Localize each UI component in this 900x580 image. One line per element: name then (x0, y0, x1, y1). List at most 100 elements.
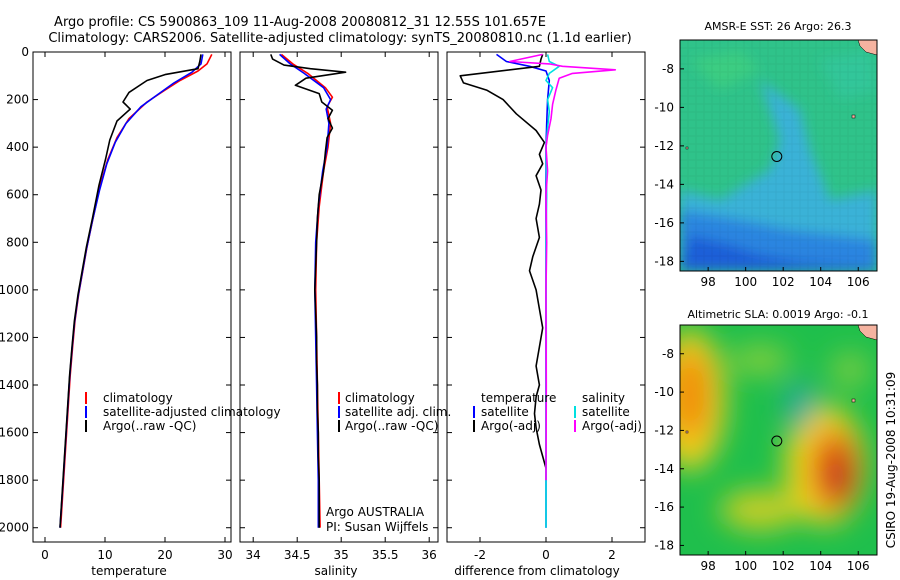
y-tick-label: 800 (6, 235, 29, 249)
map-y-tick-label: -16 (654, 500, 674, 514)
legend-label-sal-argo: Argo(-adj) (582, 419, 642, 433)
difference-xlabel: difference from climatology (454, 564, 620, 578)
sst-map-axes: 98 100 102 104 106 -8 -10 -12 -14 -16 -18 (654, 62, 869, 289)
legend-label-climatology: climatology (103, 391, 173, 405)
x-tick-label: -2 (474, 548, 486, 562)
map-y-tick-label: -18 (654, 254, 674, 268)
sla-map-frame (679, 324, 878, 556)
series-line (545, 54, 560, 528)
legend-label-temp-satellite: satellite (481, 405, 529, 419)
legend-label-sal-satellite: satellite (582, 405, 630, 419)
argo-note-line1: Argo AUSTRALIA (326, 505, 425, 519)
argo-note-line2: PI: Susan Wijffels (326, 520, 428, 534)
y-tick-label: 1000 (0, 283, 29, 297)
x-tick-label: 2 (608, 548, 616, 562)
sst-land-patch (857, 40, 877, 56)
y-tick-label: 200 (6, 93, 29, 107)
map-y-tick-label: -10 (654, 385, 674, 399)
sla-map-title: Altimetric SLA: 0.0019 Argo: -0.1 (688, 308, 869, 321)
sst-map-frame (679, 39, 878, 272)
temperature-xlabel: temperature (91, 564, 166, 578)
map-y-tick-label: -10 (654, 100, 674, 114)
sla-profile-location-marker (771, 435, 783, 447)
map-y-tick-label: -18 (654, 538, 674, 552)
map-y-tick-label: -12 (654, 139, 674, 153)
series-line (270, 54, 347, 528)
temperature-axes: 0 10 20 30 0 200 400 600 800 1000 1200 1400 1600 1800… (0, 45, 233, 562)
series-line (280, 53, 334, 528)
temperature-panel-frame (32, 51, 232, 543)
legend-label-satellite-adjusted: satellite-adjusted climatology (103, 405, 281, 419)
sst-island-marker (851, 114, 856, 119)
sst-map-title: AMSR-E SST: 26 Argo: 26.3 (704, 20, 851, 33)
map-y-tick-label: -8 (662, 347, 674, 361)
series-line (279, 53, 332, 528)
x-tick-label: 0 (542, 548, 550, 562)
series-line (59, 54, 213, 528)
series-line (459, 54, 547, 469)
temperature-series (59, 54, 213, 528)
x-tick-label: 35.5 (372, 548, 399, 562)
salinity-xlabel: salinity (314, 564, 357, 578)
sst-profile-location-marker (771, 151, 783, 162)
sst-map (680, 40, 877, 271)
x-tick-label: 35 (334, 548, 349, 562)
salinity-panel-frame (239, 51, 439, 543)
sla-island-marker (851, 398, 856, 403)
y-tick-label: 1200 (0, 330, 29, 344)
map-y-tick-label: -16 (654, 216, 674, 230)
map-x-tick-label: 100 (734, 559, 757, 573)
map-y-tick-label: -12 (654, 423, 674, 437)
sla-map (680, 325, 877, 555)
y-tick-label: 1800 (0, 473, 29, 487)
map-x-tick-label: 106 (847, 275, 870, 289)
sst-island-marker-2 (685, 146, 689, 150)
x-tick-label: 30 (217, 548, 232, 562)
x-tick-label: 34 (246, 548, 261, 562)
y-tick-label: 1600 (0, 426, 29, 440)
x-tick-label: 34.5 (284, 548, 311, 562)
salinity-legend: climatology satellite adj. clim. Argo(..… (338, 391, 451, 433)
map-x-tick-label: 106 (847, 559, 870, 573)
y-tick-label: 2000 (0, 521, 29, 535)
map-y-tick-label: -14 (654, 462, 674, 476)
x-tick-label: 10 (97, 548, 112, 562)
y-tick-label: 600 (6, 188, 29, 202)
map-x-tick-label: 102 (772, 275, 795, 289)
legend-label-temp-argo: Argo(-adj) (481, 419, 541, 433)
series-line (59, 54, 202, 528)
map-x-tick-label: 100 (734, 275, 757, 289)
x-tick-label: 36 (422, 548, 437, 562)
figure-title-line2: Climatology: CARS2006. Satellite-adjuste… (48, 31, 631, 46)
map-x-tick-label: 98 (701, 559, 716, 573)
side-timestamp-label: CSIRO 19-Aug-2008 10:31:09 (884, 372, 898, 548)
legend-label-argo: Argo(..raw -QC) (103, 419, 196, 433)
series-line (59, 54, 204, 528)
legend-label-argo: Argo(..raw -QC) (345, 419, 438, 433)
y-tick-label: 400 (6, 140, 29, 154)
difference-legend: temperature satellite Argo(-adj) salinit… (473, 391, 642, 433)
map-x-tick-label: 104 (809, 559, 832, 573)
map-y-tick-label: -14 (654, 177, 674, 191)
x-tick-label: 20 (157, 548, 172, 562)
y-tick-label: 1400 (0, 378, 29, 392)
difference-series (459, 53, 617, 528)
legend-label-climatology: climatology (345, 391, 415, 405)
salinity-axes: 34 34.5 35 35.5 36 (240, 51, 438, 562)
series-line (496, 53, 551, 528)
series-line (508, 53, 617, 481)
map-y-tick-label: -8 (662, 62, 674, 76)
map-x-tick-label: 104 (809, 275, 832, 289)
legend-label-satellite-adj: satellite adj. clim. (345, 405, 451, 419)
sla-island-marker-2 (685, 430, 689, 434)
sla-land-patch (857, 325, 877, 341)
temperature-legend: climatology satellite-adjusted climatolo… (85, 391, 281, 433)
map-x-tick-label: 98 (701, 275, 716, 289)
x-tick-label: 0 (41, 548, 49, 562)
difference-axes: -2 0 2 (447, 51, 645, 562)
sla-map-axes: 98 100 102 104 106 -8 -10 -12 -14 -16 -18 (654, 347, 869, 573)
sla-field (680, 330, 870, 530)
figure-title-line1: Argo profile: CS 5900863_109 11-Aug-2008… (54, 15, 546, 30)
y-tick-label: 0 (21, 45, 29, 59)
